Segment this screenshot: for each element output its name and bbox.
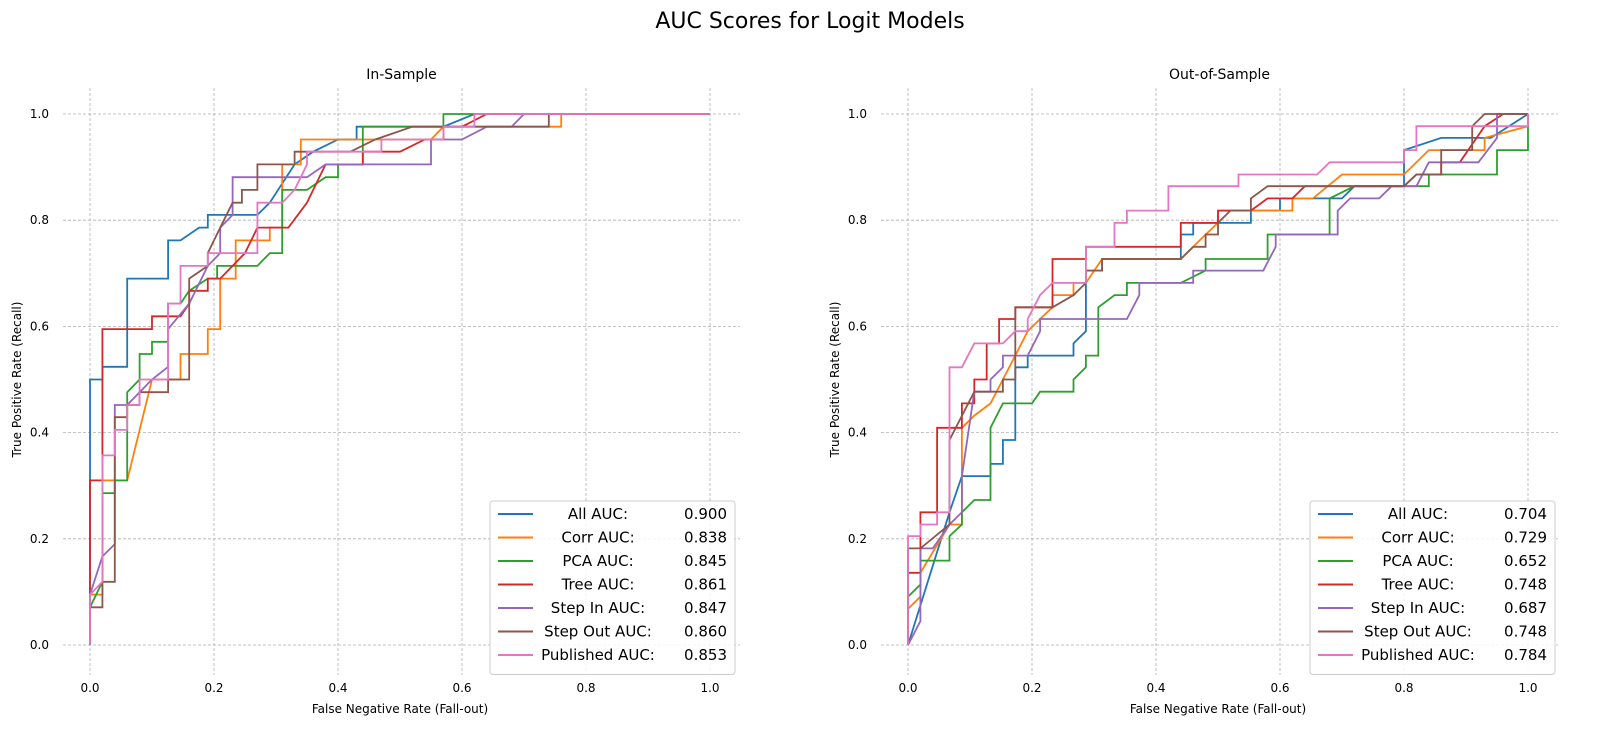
legend-label: Corr AUC:	[561, 529, 634, 547]
legend-auc-value: 0.704	[1504, 505, 1547, 523]
figure-suptitle: AUC Scores for Logit Models	[655, 9, 964, 34]
legend-auc-value: 0.784	[1504, 646, 1547, 664]
legend-item: Step Out AUC: 0.860	[498, 623, 727, 641]
y-tick-label: 1.0	[848, 107, 867, 121]
y-tick-label: 0.6	[30, 319, 49, 333]
legend-label: Step In AUC:	[551, 599, 645, 617]
axes-title: In-Sample	[366, 67, 437, 83]
legend-label: Corr AUC:	[1381, 529, 1454, 547]
legend-item: Published AUC: 0.853	[498, 646, 727, 664]
out-of-sample-axes: 0.0 0.2 0.4 0.6 0.8 1.0 0.0 0.2 0.4 0.6 0.8 1.0 Out-…	[828, 67, 1558, 716]
legend-item: Step Out AUC: 0.748	[1318, 623, 1547, 641]
legend-label: Published AUC:	[541, 646, 655, 664]
legend-item: PCA AUC: 0.652	[1318, 552, 1547, 570]
x-axis-label: False Negative Rate (Fall-out)	[1130, 702, 1306, 716]
legend-item: All AUC: 0.704	[1318, 505, 1547, 523]
x-axis-label: False Negative Rate (Fall-out)	[312, 702, 488, 716]
legend-label: Tree AUC:	[1381, 576, 1455, 594]
legend-label: Step Out AUC:	[544, 623, 652, 641]
roc-curve-all	[89, 113, 710, 645]
y-tick-label: 0.8	[30, 213, 49, 227]
x-tick-label: 0.0	[898, 681, 917, 695]
legend-auc-value: 0.729	[1504, 529, 1547, 547]
y-tick-label: 0.4	[30, 426, 49, 440]
legend-label: Step In AUC:	[1371, 599, 1465, 617]
legend: All AUC: 0.704 Corr AUC: 0.729 PCA AUC: 0.652…	[1309, 500, 1556, 675]
legend-auc-value: 0.861	[684, 576, 727, 594]
legend-item: PCA AUC: 0.845	[498, 552, 727, 570]
x-tick-label: 0.4	[1146, 681, 1165, 695]
legend-auc-value: 0.847	[684, 599, 727, 617]
x-tick-label: 0.6	[452, 681, 471, 695]
x-tick-label: 0.8	[1394, 681, 1413, 695]
legend-item: Corr AUC: 0.729	[1318, 529, 1547, 547]
legend-label: All AUC:	[1388, 505, 1448, 523]
y-axis-label: True Positive Rate (Recall)	[10, 302, 24, 459]
legend-label: All AUC:	[568, 505, 628, 523]
y-tick-label: 0.0	[30, 638, 49, 652]
legend-item: Step In AUC: 0.847	[498, 599, 727, 617]
legend: All AUC: 0.900 Corr AUC: 0.838 PCA AUC: 0.845…	[489, 500, 736, 675]
x-tick-label: 0.4	[328, 681, 347, 695]
y-tick-label: 0.6	[848, 319, 867, 333]
legend-item: Published AUC: 0.784	[1318, 646, 1547, 664]
y-axis-label: True Positive Rate (Recall)	[828, 302, 842, 459]
in-sample-axes: 0.0 0.2 0.4 0.6 0.8 1.0 0.0 0.2 0.4 0.6 0.8 1.0 In-S…	[10, 67, 740, 716]
legend-auc-value: 0.687	[1504, 599, 1547, 617]
legend-auc-value: 0.845	[684, 552, 727, 570]
y-tick-label: 0.0	[848, 638, 867, 652]
y-tick-label: 0.2	[30, 532, 49, 546]
legend-label: Tree AUC:	[561, 576, 635, 594]
legend-frame	[489, 500, 736, 675]
legend-item: All AUC: 0.900	[498, 505, 727, 523]
y-tick-label: 0.4	[848, 426, 867, 440]
roc-curve-step-out	[907, 113, 1528, 645]
legend-item: Step In AUC: 0.687	[1318, 599, 1547, 617]
x-tick-label: 1.0	[700, 681, 719, 695]
legend-auc-value: 0.900	[684, 505, 727, 523]
axes-title: Out-of-Sample	[1169, 67, 1270, 83]
legend-auc-value: 0.860	[684, 623, 727, 641]
y-tick-label: 1.0	[30, 107, 49, 121]
legend-auc-value: 0.652	[1504, 552, 1547, 570]
legend-label: Published AUC:	[1361, 646, 1475, 664]
x-tick-label: 0.6	[1270, 681, 1289, 695]
legend-frame	[1309, 500, 1556, 675]
y-tick-label: 0.8	[848, 213, 867, 227]
x-tick-label: 0.0	[80, 681, 99, 695]
y-tick-label: 0.2	[848, 532, 867, 546]
roc-curve-published	[89, 113, 710, 645]
x-tick-label: 0.2	[204, 681, 223, 695]
x-tick-label: 1.0	[1518, 681, 1537, 695]
legend-label: PCA AUC:	[562, 552, 633, 570]
legend-item: Tree AUC: 0.748	[1318, 576, 1547, 594]
x-tick-label: 0.2	[1022, 681, 1041, 695]
legend-label: PCA AUC:	[1382, 552, 1453, 570]
legend-item: Corr AUC: 0.838	[498, 529, 727, 547]
legend-auc-value: 0.748	[1504, 576, 1547, 594]
legend-auc-value: 0.853	[684, 646, 727, 664]
legend-item: Tree AUC: 0.861	[498, 576, 727, 594]
legend-auc-value: 0.838	[684, 529, 727, 547]
legend-auc-value: 0.748	[1504, 623, 1547, 641]
legend-label: Step Out AUC:	[1364, 623, 1472, 641]
x-tick-label: 0.8	[576, 681, 595, 695]
roc-curve-published	[907, 114, 1529, 645]
